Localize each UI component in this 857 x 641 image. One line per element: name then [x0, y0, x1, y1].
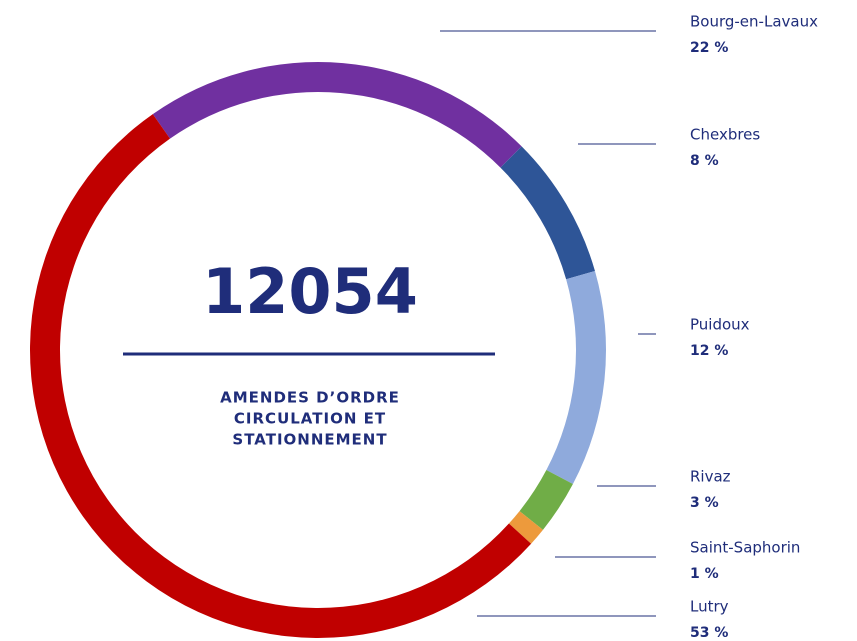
- value-label: 8 %: [690, 153, 719, 169]
- value-label: 3 %: [690, 495, 719, 511]
- center-caption: STATIONNEMENT: [232, 431, 387, 449]
- donut-segment: [152, 62, 522, 168]
- donut-segment: [546, 271, 606, 484]
- donut-segment: [508, 511, 543, 544]
- value-label: 1 %: [690, 566, 719, 582]
- legend-label: Puidoux: [690, 316, 750, 334]
- donut-segment: [519, 470, 573, 530]
- donut-segment: [30, 114, 532, 638]
- value-label: 22 %: [690, 40, 728, 56]
- center-caption: AMENDES D’ORDRE: [220, 389, 400, 407]
- donut-segment: [500, 146, 595, 280]
- legend-label: Rivaz: [690, 468, 731, 486]
- legend-label: Bourg-en-Lavaux: [690, 13, 818, 31]
- legend-label: Saint-Saphorin: [690, 539, 800, 557]
- center-caption: CIRCULATION ET: [234, 410, 386, 428]
- legend-label: Chexbres: [690, 126, 760, 144]
- center-total: 12054: [202, 255, 418, 328]
- value-label: 12 %: [690, 343, 728, 359]
- legend-label: Lutry: [690, 598, 729, 616]
- value-label: 53 %: [690, 625, 728, 641]
